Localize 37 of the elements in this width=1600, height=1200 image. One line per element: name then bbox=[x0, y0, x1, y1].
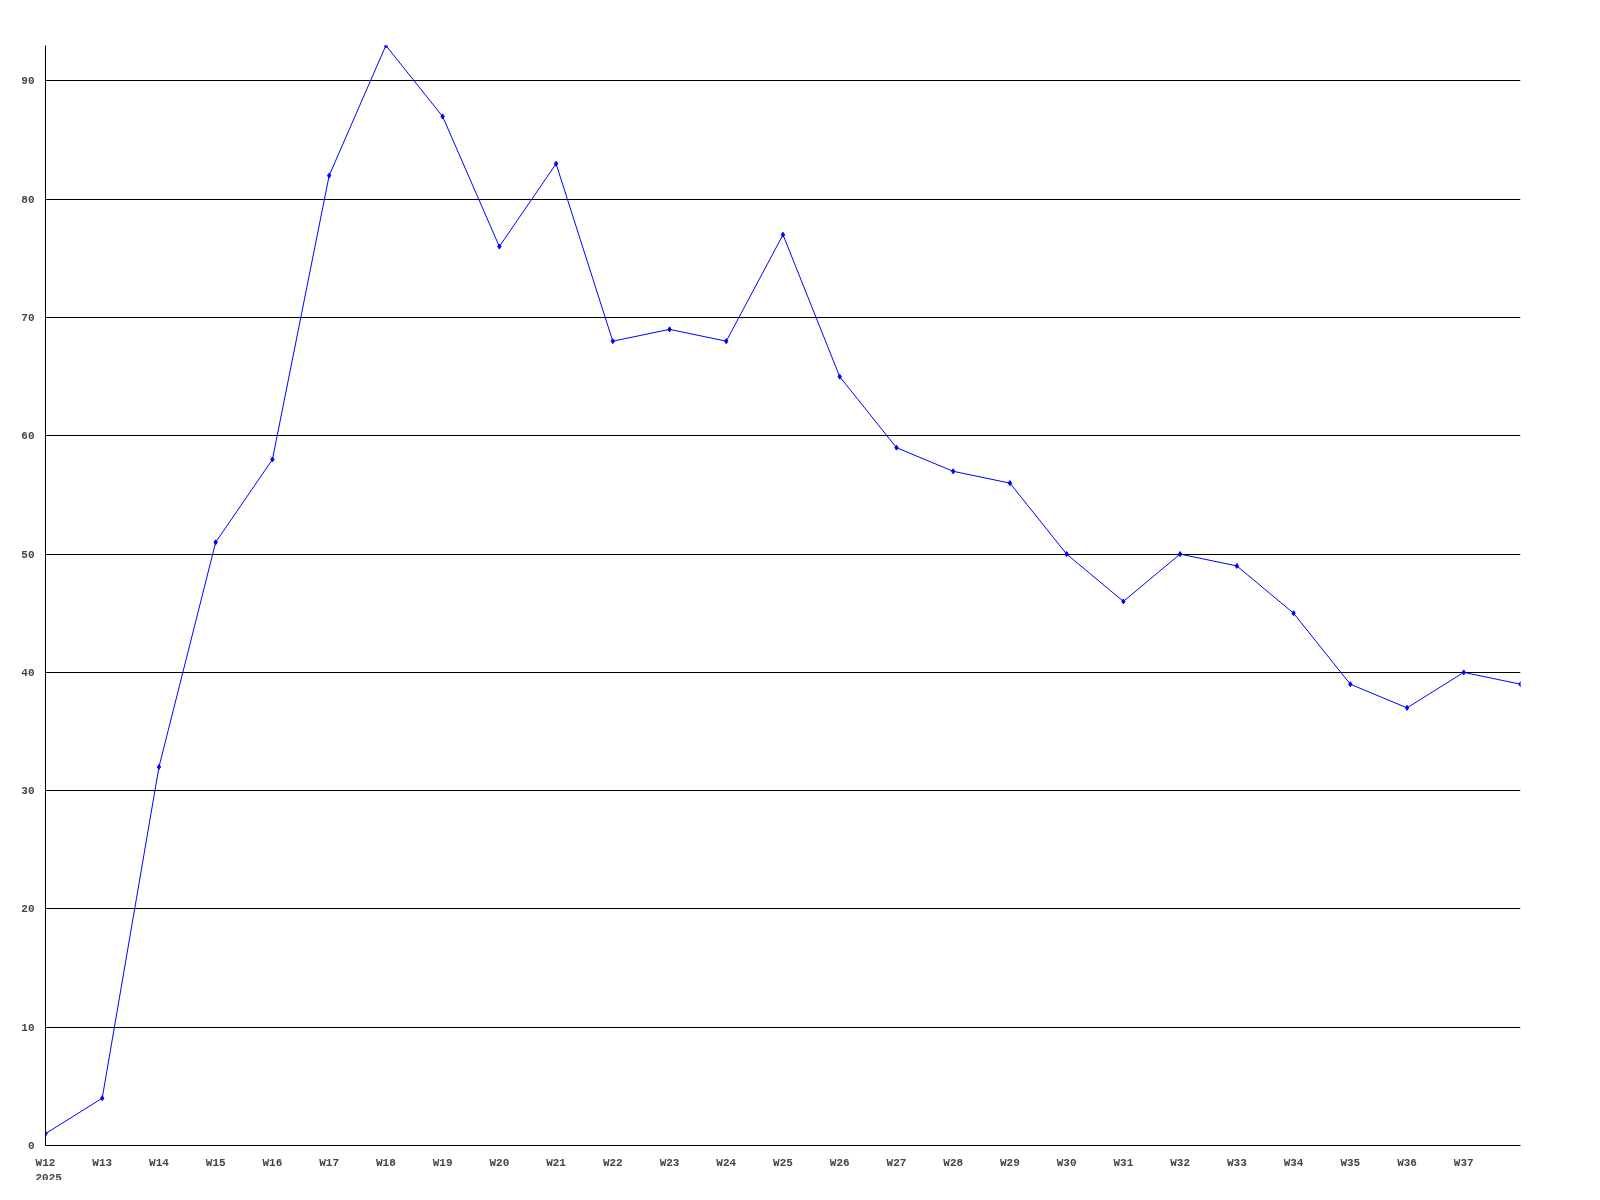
x-tick-label: W13 bbox=[92, 1156, 113, 1169]
y-tick-label: 90 bbox=[21, 75, 35, 88]
y-tick-label: 30 bbox=[21, 785, 35, 798]
x-tick-label: W22 bbox=[602, 1156, 623, 1169]
y-tick-label: 0 bbox=[27, 1140, 35, 1152]
x-tick-label: W27 bbox=[886, 1156, 907, 1169]
x-tick-label: W12 bbox=[35, 1156, 56, 1169]
x-tick-label: W35 bbox=[1340, 1156, 1361, 1169]
y-tick-label: 20 bbox=[21, 903, 35, 916]
x-tick-label: W30 bbox=[1056, 1156, 1077, 1169]
x-tick-label: W29 bbox=[1000, 1156, 1020, 1169]
text: 2025 bbox=[35, 1171, 63, 1184]
x-tick-label: W34 bbox=[1283, 1156, 1304, 1169]
x-tick-label: W24 bbox=[716, 1156, 737, 1169]
x-tick-label: W36 bbox=[1397, 1156, 1417, 1169]
x-tick-label: W26 bbox=[829, 1156, 850, 1169]
y-tick-label: 40 bbox=[21, 666, 35, 679]
y-tick-label: 80 bbox=[21, 193, 35, 206]
x-tick-label: W25 bbox=[773, 1156, 794, 1169]
x-tick-label: W23 bbox=[659, 1156, 680, 1169]
x-tick-label: W15 bbox=[205, 1156, 226, 1169]
x-tick-label: W37 bbox=[1453, 1156, 1474, 1169]
x-tick-label: W14 bbox=[149, 1156, 170, 1169]
x-tick-label: W19 bbox=[432, 1156, 453, 1169]
y-tick-label: 60 bbox=[21, 430, 35, 443]
x-tick-label: W17 bbox=[319, 1156, 340, 1169]
x-tick-label: W28 bbox=[943, 1156, 964, 1169]
y-tick-label: 50 bbox=[21, 548, 35, 561]
x-tick-label: W20 bbox=[489, 1156, 510, 1169]
x-tick-label: W18 bbox=[375, 1156, 397, 1169]
x-tick-label: W21 bbox=[546, 1156, 567, 1169]
x-tick-label: W32 bbox=[1170, 1156, 1191, 1169]
x-tick-label: W16 bbox=[262, 1156, 283, 1169]
y-tick-label: 10 bbox=[21, 1021, 35, 1034]
y-tick-label: 70 bbox=[21, 312, 35, 325]
x-tick-label: W33 bbox=[1226, 1156, 1248, 1169]
x-tick-label: W31 bbox=[1113, 1156, 1134, 1169]
